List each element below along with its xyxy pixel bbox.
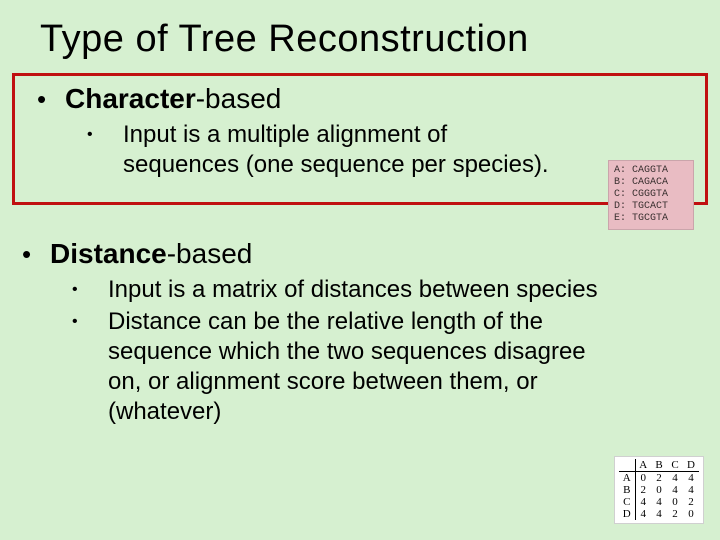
matrix-row-header: D xyxy=(619,508,635,520)
matrix-row-header: A xyxy=(619,472,635,485)
matrix-cell: 2 xyxy=(667,508,683,520)
table-row: D 4 4 2 0 xyxy=(619,508,699,520)
matrix-cell: 4 xyxy=(651,496,667,508)
matrix-cell: 4 xyxy=(683,472,699,485)
seq-row: B: CAGACA xyxy=(614,177,668,188)
slide: Type of Tree Reconstruction • Character-… xyxy=(0,0,720,540)
bullet-icon: • xyxy=(22,237,50,271)
matrix-corner xyxy=(619,459,635,472)
matrix-cell: 0 xyxy=(667,496,683,508)
heading-strong: Character xyxy=(65,83,196,114)
matrix-row-header: B xyxy=(619,484,635,496)
bullet-icon: • xyxy=(37,82,65,116)
table-row: C 4 4 0 2 xyxy=(619,496,699,508)
heading-strong: Distance xyxy=(50,238,167,269)
sub-list: • Input is a matrix of distances between… xyxy=(72,275,600,427)
matrix-cell: 2 xyxy=(683,496,699,508)
list-item: • Distance can be the relative length of… xyxy=(72,307,600,427)
matrix-cell: 4 xyxy=(635,496,651,508)
sequence-alignment-figure: A: CAGGTA B: CAGACA C: CGGGTA D: TGCACT … xyxy=(608,160,694,230)
list-item-text: Input is a matrix of distances between s… xyxy=(108,275,598,305)
heading-text: Character-based xyxy=(65,82,281,116)
table-row: B 2 0 4 4 xyxy=(619,484,699,496)
bullet-icon: • xyxy=(72,307,108,337)
matrix-col-header: C xyxy=(667,459,683,472)
bullet-icon: • xyxy=(72,275,108,305)
matrix-cell: 4 xyxy=(651,508,667,520)
section-character-based: • Character-based • Input is a multiple … xyxy=(12,73,708,205)
matrix-cell: 4 xyxy=(667,484,683,496)
seq-row: E: TGCGTA xyxy=(614,213,668,224)
matrix-cell: 4 xyxy=(667,472,683,485)
matrix-cell: 2 xyxy=(635,484,651,496)
matrix-col-header: B xyxy=(651,459,667,472)
list-item: • Input is a multiple alignment of seque… xyxy=(87,120,565,180)
heading-rest: -based xyxy=(167,238,253,269)
heading-character-based: • Character-based xyxy=(37,82,705,116)
matrix-cell: 4 xyxy=(683,484,699,496)
seq-row: A: CAGGTA xyxy=(614,165,668,176)
slide-title: Type of Tree Reconstruction xyxy=(40,18,720,61)
seq-row: C: CGGGTA xyxy=(614,189,668,200)
distance-matrix-table: A B C D A 0 2 4 4 B 2 0 4 xyxy=(619,459,699,520)
sub-list: • Input is a multiple alignment of seque… xyxy=(87,120,565,180)
section-distance-based: • Distance-based • Input is a matrix of … xyxy=(0,233,720,433)
matrix-cell: 0 xyxy=(635,472,651,485)
list-item-text: Input is a multiple alignment of sequenc… xyxy=(123,120,565,180)
heading-rest: -based xyxy=(196,83,282,114)
seq-row: D: TGCACT xyxy=(614,201,668,212)
list-item: • Input is a matrix of distances between… xyxy=(72,275,600,305)
matrix-cell: 4 xyxy=(635,508,651,520)
matrix-cell: 2 xyxy=(651,472,667,485)
table-row: A 0 2 4 4 xyxy=(619,472,699,485)
heading-distance-based: • Distance-based xyxy=(22,237,720,271)
heading-text: Distance-based xyxy=(50,237,252,271)
matrix-cell: 0 xyxy=(683,508,699,520)
list-item-text: Distance can be the relative length of t… xyxy=(108,307,600,427)
matrix-cell: 0 xyxy=(651,484,667,496)
matrix-col-header: D xyxy=(683,459,699,472)
bullet-icon: • xyxy=(87,120,123,150)
matrix-row-header: C xyxy=(619,496,635,508)
matrix-col-header: A xyxy=(635,459,651,472)
distance-matrix-figure: A B C D A 0 2 4 4 B 2 0 4 xyxy=(614,456,704,524)
